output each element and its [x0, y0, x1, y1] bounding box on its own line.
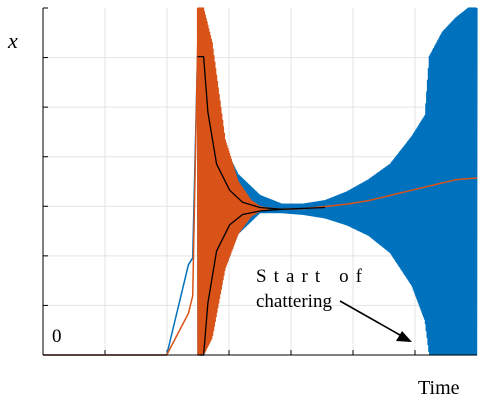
axis-ticks	[43, 7, 416, 355]
series-3	[197, 208, 282, 356]
series-3-line	[197, 208, 282, 356]
annotation-arrow-head	[396, 331, 412, 342]
y-axis-label: x	[7, 28, 18, 53]
chattering-annotation: Start of chattering	[256, 266, 412, 342]
annotation-line-2: chattering	[256, 291, 332, 312]
series-1-oscillation	[196, 7, 270, 356]
axes-lines	[42, 8, 477, 356]
series-0-oscillation	[196, 7, 478, 356]
plot-data	[43, 7, 478, 356]
series-2-line	[197, 55, 326, 210]
annotation-arrow	[339, 300, 408, 340]
origin-label: 0	[52, 326, 62, 347]
annotation-line-1: Start of	[256, 266, 363, 287]
x-axis-label: Time	[418, 377, 460, 399]
series-2	[197, 55, 326, 210]
